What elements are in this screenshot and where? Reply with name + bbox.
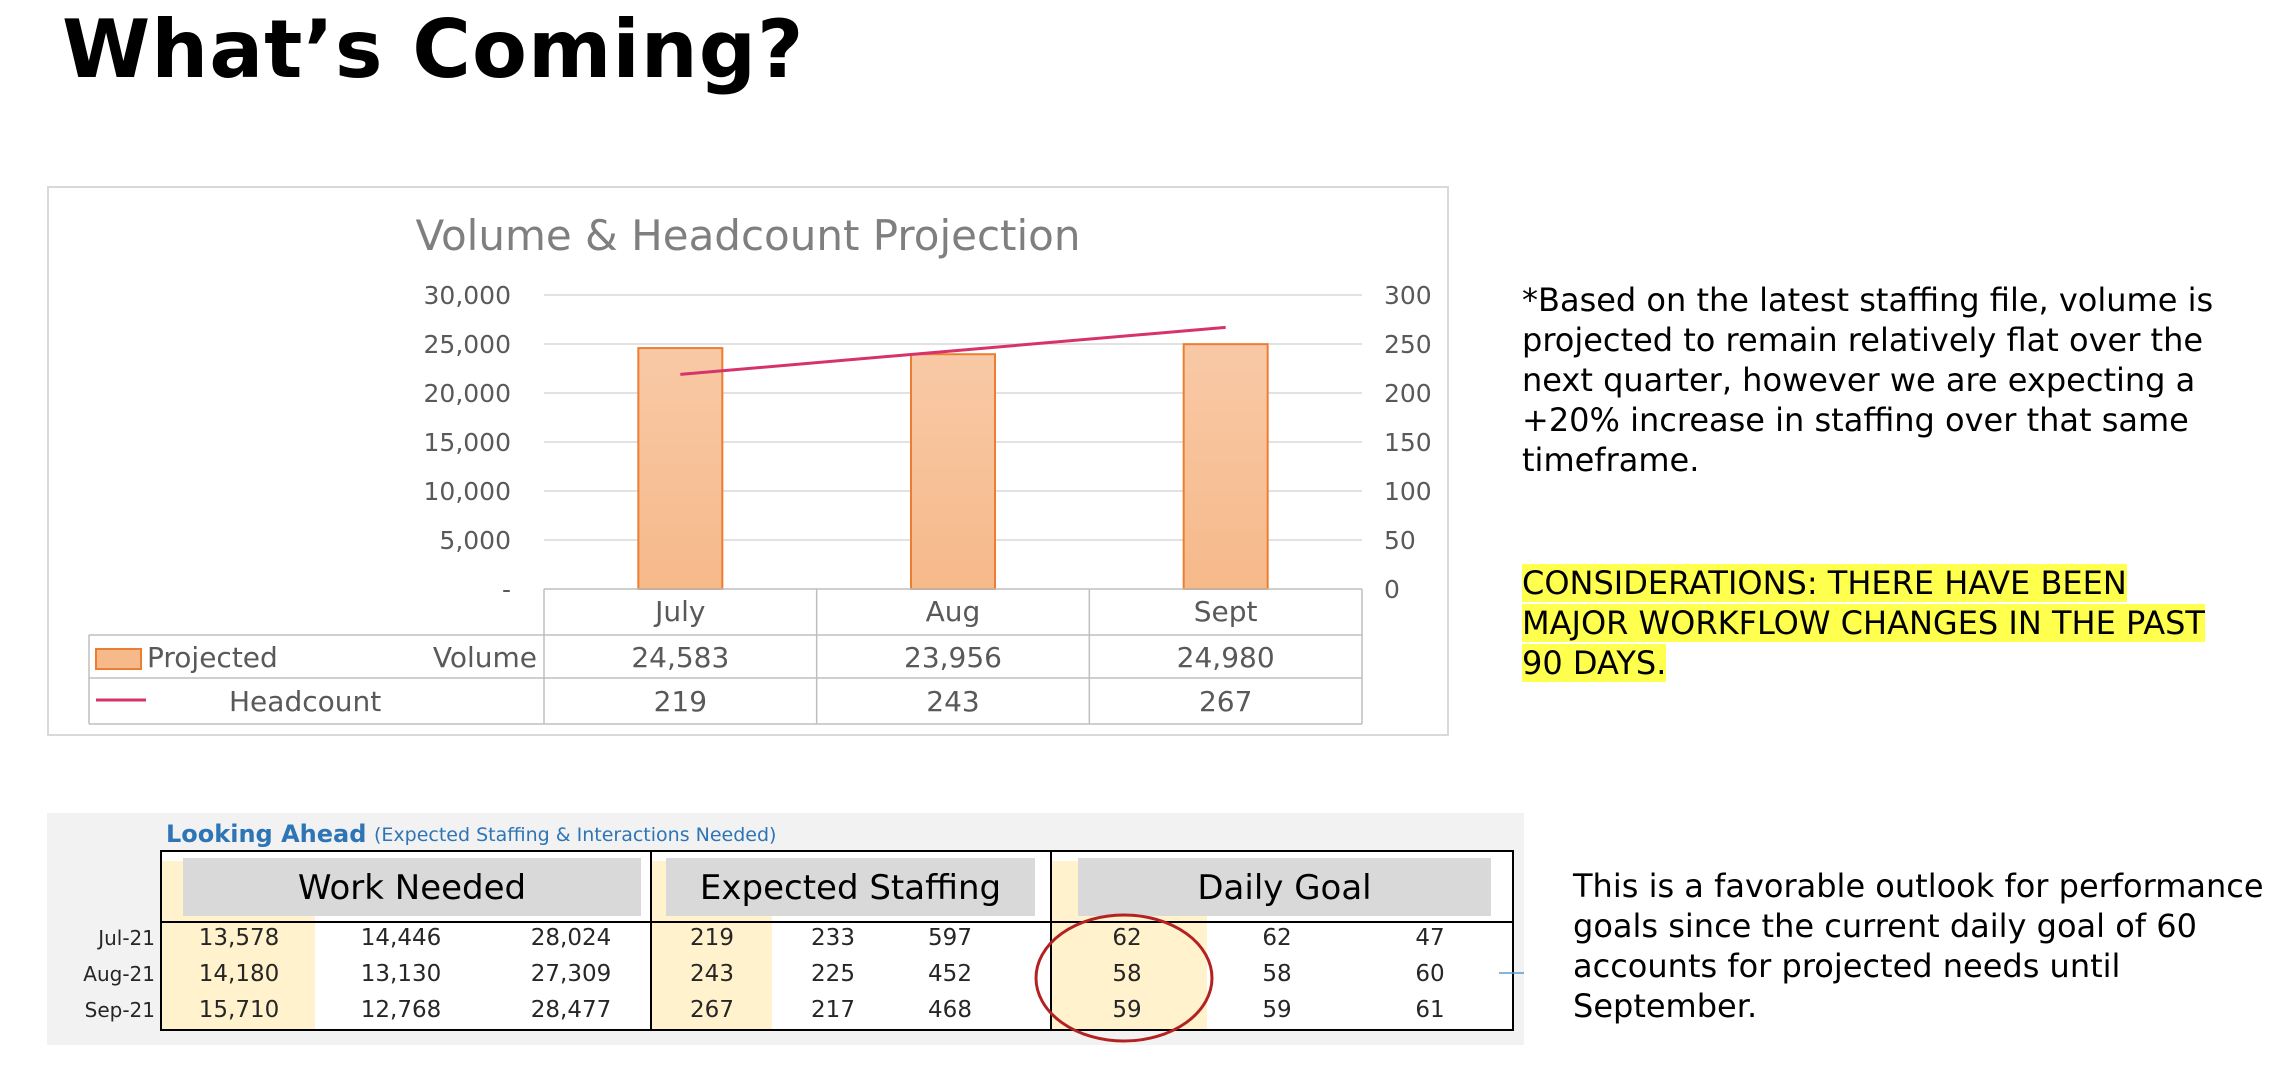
- header-cell: [183, 858, 641, 916]
- y2-tick-label: 50: [1384, 526, 1416, 555]
- table-border: [160, 850, 1514, 1031]
- table-cell: 243: [690, 961, 734, 987]
- outlook-note: This is a favorable outlook for performa…: [1573, 867, 2264, 1025]
- table-cell: 267: [690, 997, 734, 1023]
- considerations-note: CONSIDERATIONS: THERE HAVE BEEN MAJOR WO…: [1522, 563, 2222, 683]
- y-tick-label: 15,000: [424, 428, 511, 457]
- x-category-label: July: [653, 595, 705, 628]
- y-tick-label: 5,000: [439, 526, 511, 555]
- table-cell: 219: [690, 925, 734, 951]
- looking-ahead-svg: Looking Ahead (Expected Staffing & Intera…: [83, 820, 1524, 1043]
- volume-data-label: 23,956: [904, 641, 1002, 674]
- y2-tick-label: 150: [1384, 428, 1432, 457]
- table-cell: 62: [1112, 925, 1141, 951]
- y2-tick-label: 300: [1384, 281, 1432, 310]
- y-tick-label: -: [502, 575, 511, 604]
- table-cell: 28,024: [531, 925, 611, 951]
- table-cell: 58: [1112, 961, 1141, 987]
- bar-sept: [1182, 343, 1269, 590]
- x-category-label: Sept: [1194, 595, 1258, 628]
- volume-headcount-chart: Volume & Headcount Projection - 5,000 10,00…: [47, 186, 1449, 736]
- volume-legend-label-right: Volume: [433, 641, 537, 674]
- volume-legend-key: [95, 648, 142, 670]
- x-category-label: Aug: [926, 595, 981, 628]
- table-cell: 28,477: [531, 997, 611, 1023]
- table-cell: 468: [928, 997, 972, 1023]
- y2-tick-label: 0: [1384, 575, 1400, 604]
- volume-data-label: 24,583: [631, 641, 729, 674]
- table-cell: 59: [1262, 997, 1291, 1023]
- header-expected-staffing: Expected Staffing: [700, 868, 1001, 908]
- table-cell: 12,768: [361, 997, 441, 1023]
- page-title: What’s Coming?: [62, 3, 805, 96]
- table-cell: 61: [1415, 997, 1444, 1023]
- considerations-highlight: CONSIDERATIONS: THERE HAVE BEEN MAJOR WO…: [1522, 564, 2205, 682]
- row-label: Jul-21: [96, 926, 155, 950]
- looking-ahead-table: Looking Ahead (Expected Staffing & Intera…: [47, 813, 1524, 1045]
- chart-title: Volume & Headcount Projection: [415, 211, 1080, 260]
- headcount-data-label: 219: [654, 685, 707, 718]
- table-cell: 217: [811, 997, 855, 1023]
- header-cell: [1078, 858, 1491, 916]
- headcount-data-label: 267: [1199, 685, 1252, 718]
- staffing-note: *Based on the latest staffing file, volu…: [1522, 281, 2214, 479]
- volume-data-label: 24,980: [1177, 641, 1275, 674]
- bar-aug: [910, 353, 996, 590]
- table-cell: 233: [811, 925, 855, 951]
- table-cell: 15,710: [199, 997, 279, 1023]
- highlight-circle: [1034, 913, 1214, 1043]
- y2-tick-label: 200: [1384, 379, 1432, 408]
- volume-legend-label: Projected: [147, 641, 278, 674]
- y-tick-label: 10,000: [424, 477, 511, 506]
- looking-ahead-subtitle: (Expected Staffing & Interactions Needed…: [374, 824, 776, 846]
- table-cell: 13,578: [199, 925, 279, 951]
- row-label: Sep-21: [85, 998, 155, 1022]
- bar-july: [637, 347, 724, 590]
- table-cell: 60: [1415, 961, 1444, 987]
- table-cell: 62: [1262, 925, 1291, 951]
- chart-svg: Volume & Headcount Projection - 5,000 10,00…: [88, 211, 1432, 725]
- table-cell: 14,180: [199, 961, 279, 987]
- header-work-needed: Work Needed: [298, 868, 526, 908]
- table-cell: 14,446: [361, 925, 441, 951]
- y-tick-label: 20,000: [424, 379, 511, 408]
- table-cell: 13,130: [361, 961, 441, 987]
- header-cell: [666, 858, 1035, 916]
- table-cell: 225: [811, 961, 855, 987]
- y-tick-label: 30,000: [424, 281, 511, 310]
- table-cell: 59: [1112, 997, 1141, 1023]
- table-cell: 597: [928, 925, 972, 951]
- headcount-data-label: 243: [926, 685, 979, 718]
- header-daily-goal: Daily Goal: [1197, 868, 1371, 908]
- headcount-legend-label: Headcount: [229, 685, 381, 718]
- looking-ahead-title: Looking Ahead: [166, 820, 366, 848]
- headcount-line: [680, 325, 1226, 376]
- table-cell: 47: [1415, 925, 1444, 951]
- table-cell: 58: [1262, 961, 1291, 987]
- y2-tick-label: 100: [1384, 477, 1432, 506]
- y2-tick-label: 250: [1384, 330, 1432, 359]
- y-tick-label: 25,000: [424, 330, 511, 359]
- table-cell: 452: [928, 961, 972, 987]
- row-label: Aug-21: [83, 962, 155, 986]
- table-cell: 27,309: [531, 961, 611, 987]
